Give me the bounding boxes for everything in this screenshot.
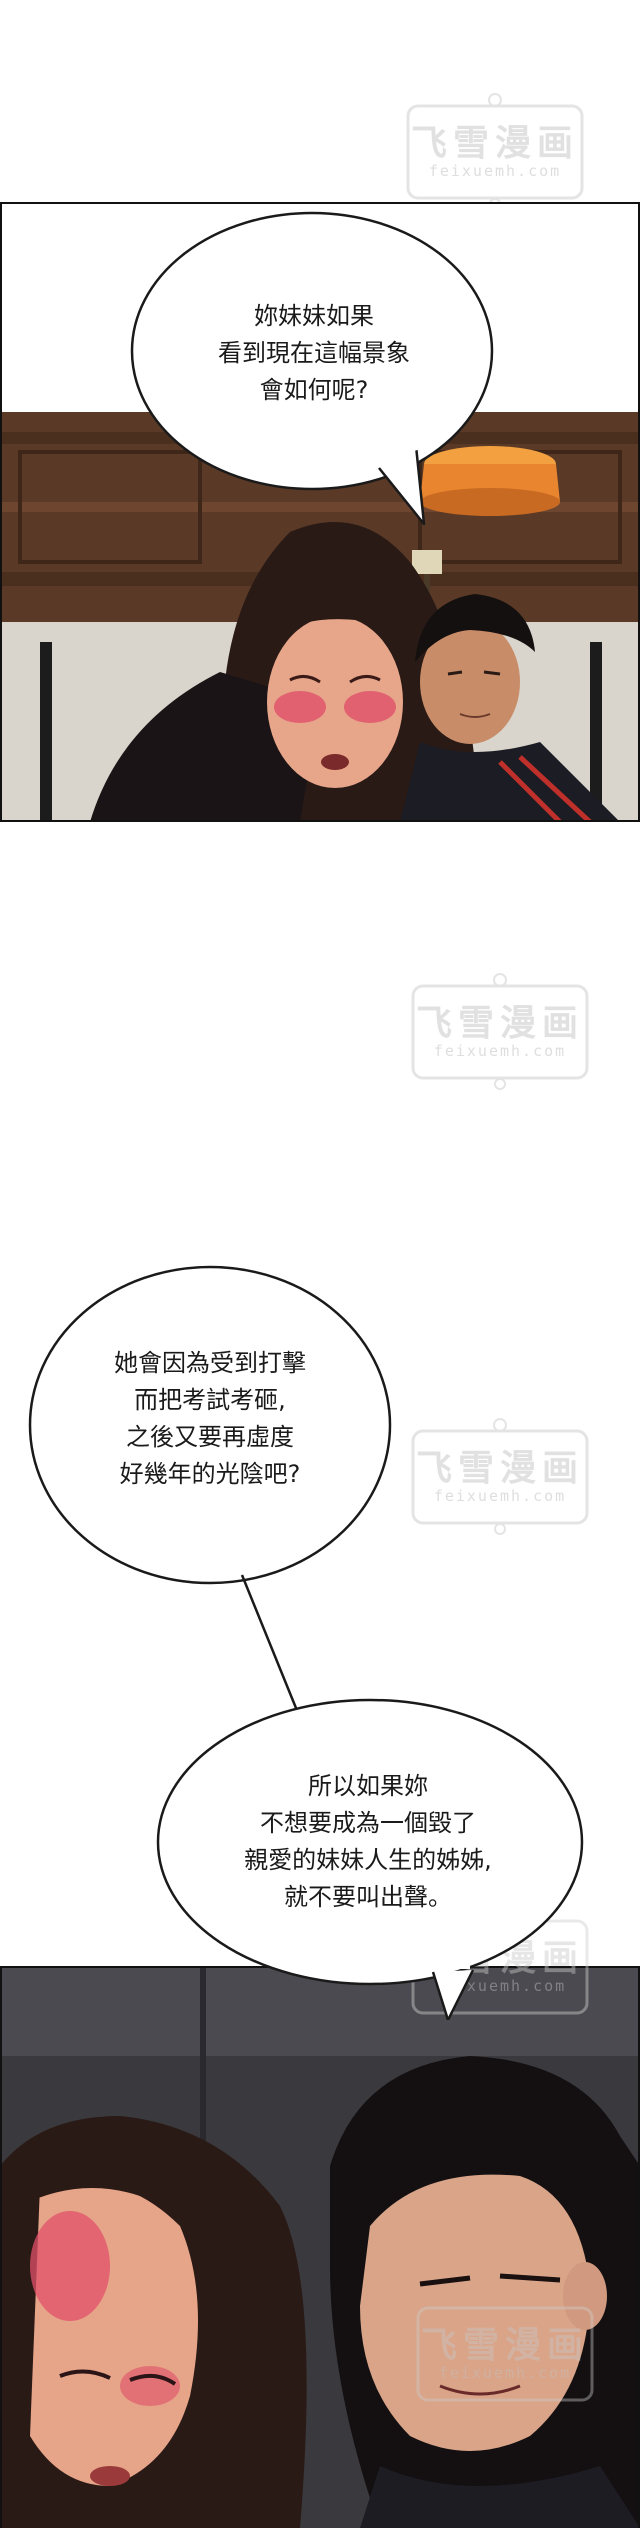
bubble-2-line: 而把考試考砸, <box>134 1386 286 1414</box>
watermark-frame-icon <box>411 1418 589 1535</box>
watermark-subtitle: feixuemh.com <box>433 1042 567 1060</box>
speech-bubble-1-shape <box>130 211 494 526</box>
bubble-2-line: 她會因為受到打擊 <box>114 1349 306 1377</box>
watermark-subtitle: feixuemh.com <box>428 162 562 180</box>
speech-bubble-3-text: 所以如果妳 不想要成為一個毀了 親愛的妹妹人生的姊姊, 就不要叫出聲。 <box>148 1768 588 1916</box>
panel-2-border <box>0 1966 640 2528</box>
bubble-3-line: 就不要叫出聲。 <box>284 1883 452 1911</box>
panel-1-border <box>0 202 640 822</box>
speech-bubble-1-text: 妳妹妹如果 看到現在這幅景象 會如何呢? <box>124 298 504 409</box>
watermark-subtitle: feixuemh.com <box>433 1487 567 1505</box>
bubble-1-line: 妳妹妹如果 <box>254 302 374 330</box>
watermark-title: 飞雪漫画 <box>420 2324 589 2366</box>
speech-bubble-3-shape <box>156 1698 584 2020</box>
watermark-frame-icon <box>416 2306 594 2402</box>
comic-panel-2 <box>0 1966 640 2528</box>
bubble-1-line: 會如何呢? <box>259 376 369 404</box>
speech-bubble-3: 所以如果妳 不想要成為一個毀了 親愛的妹妹人生的姊姊, 就不要叫出聲。 <box>148 1690 588 2020</box>
watermark: 飞雪漫画 feixuemh.com <box>400 90 590 210</box>
watermark: 飞雪漫画 feixuemh.com <box>405 970 595 1090</box>
watermark-title: 飞雪漫画 <box>415 1447 584 1489</box>
watermark-frame-icon <box>411 973 589 1090</box>
speech-bubble-2: 她會因為受到打擊 而把考試考砸, 之後又要再虛度 好幾年的光陰吧? <box>20 1255 400 1715</box>
watermark: 飞雪漫画 feixuemh.com <box>405 1415 595 1535</box>
watermark-title: 飞雪漫画 <box>410 122 579 164</box>
bubble-2-line: 好幾年的光陰吧? <box>119 1460 301 1488</box>
speech-bubble-2-text: 她會因為受到打擊 而把考試考砸, 之後又要再虛度 好幾年的光陰吧? <box>20 1345 400 1493</box>
bubble-3-line: 親愛的妹妹人生的姊姊, <box>244 1846 492 1874</box>
watermark-subtitle: feixuemh.com <box>438 2364 572 2382</box>
bubble-2-line: 之後又要再虛度 <box>126 1423 294 1451</box>
bubble-3-line: 所以如果妳 <box>308 1772 428 1800</box>
bubble-1-line: 看到現在這幅景象 <box>218 339 410 367</box>
speech-bubble-2-shape <box>28 1265 392 1714</box>
watermark: 飞雪漫画 feixuemh.com <box>410 2292 600 2412</box>
watermark-title: 飞雪漫画 <box>415 1002 584 1044</box>
panel-2-illustration <box>0 1966 640 2528</box>
speech-bubble-1: 妳妹妹如果 看到現在這幅景象 會如何呢? <box>124 206 504 526</box>
bubble-3-line: 不想要成為一個毀了 <box>260 1809 476 1837</box>
